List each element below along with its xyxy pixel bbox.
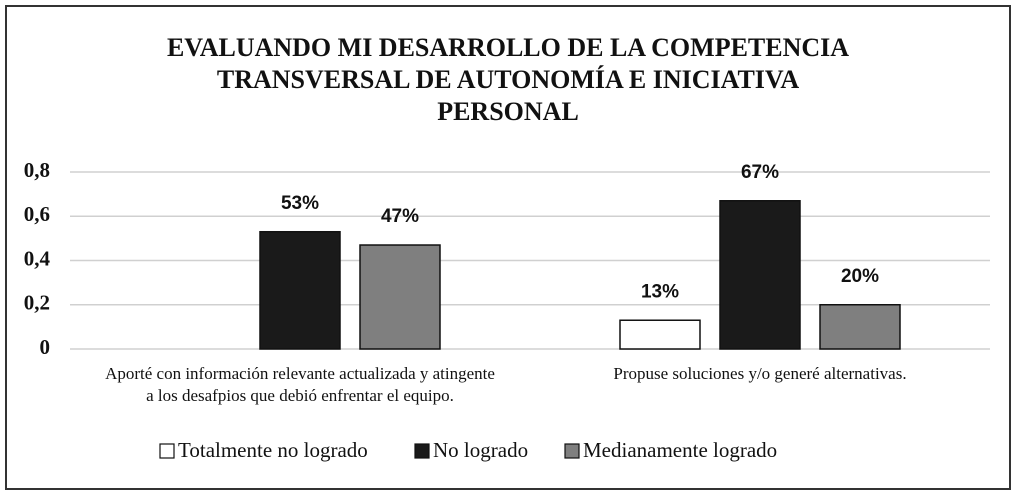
legend-swatch: [564, 443, 580, 459]
bar: [619, 319, 701, 350]
bar: [819, 304, 901, 350]
y-tick-label: 0,8: [24, 158, 50, 182]
legend-swatch: [159, 443, 175, 459]
bar: [719, 200, 801, 350]
data-label: 13%: [641, 281, 679, 302]
frame: [5, 5, 1011, 490]
legend-swatch: [414, 443, 430, 459]
data-label: 20%: [841, 266, 879, 287]
data-label: 53%: [281, 193, 319, 214]
data-label: 47%: [381, 206, 419, 227]
legend-label: No logrado: [433, 438, 528, 462]
chart-title: EVALUANDO MI DESARROLLO DE LA COMPETENCI…: [167, 33, 849, 126]
data-label: 67%: [741, 162, 779, 183]
bar: [259, 230, 341, 350]
y-tick-label: 0,2: [24, 291, 50, 315]
legend-label: Totalmente no logrado: [178, 438, 368, 462]
legend-label: Medianamente logrado: [583, 438, 777, 462]
x-tick-label: Aporté con información relevante actuali…: [105, 364, 495, 405]
x-tick-label: Propuse soluciones y/o generé alternativ…: [613, 364, 906, 383]
y-tick-label: 0: [40, 335, 51, 359]
y-tick-label: 0,4: [24, 246, 51, 270]
bar: [359, 244, 441, 350]
y-tick-label: 0,6: [24, 202, 50, 226]
